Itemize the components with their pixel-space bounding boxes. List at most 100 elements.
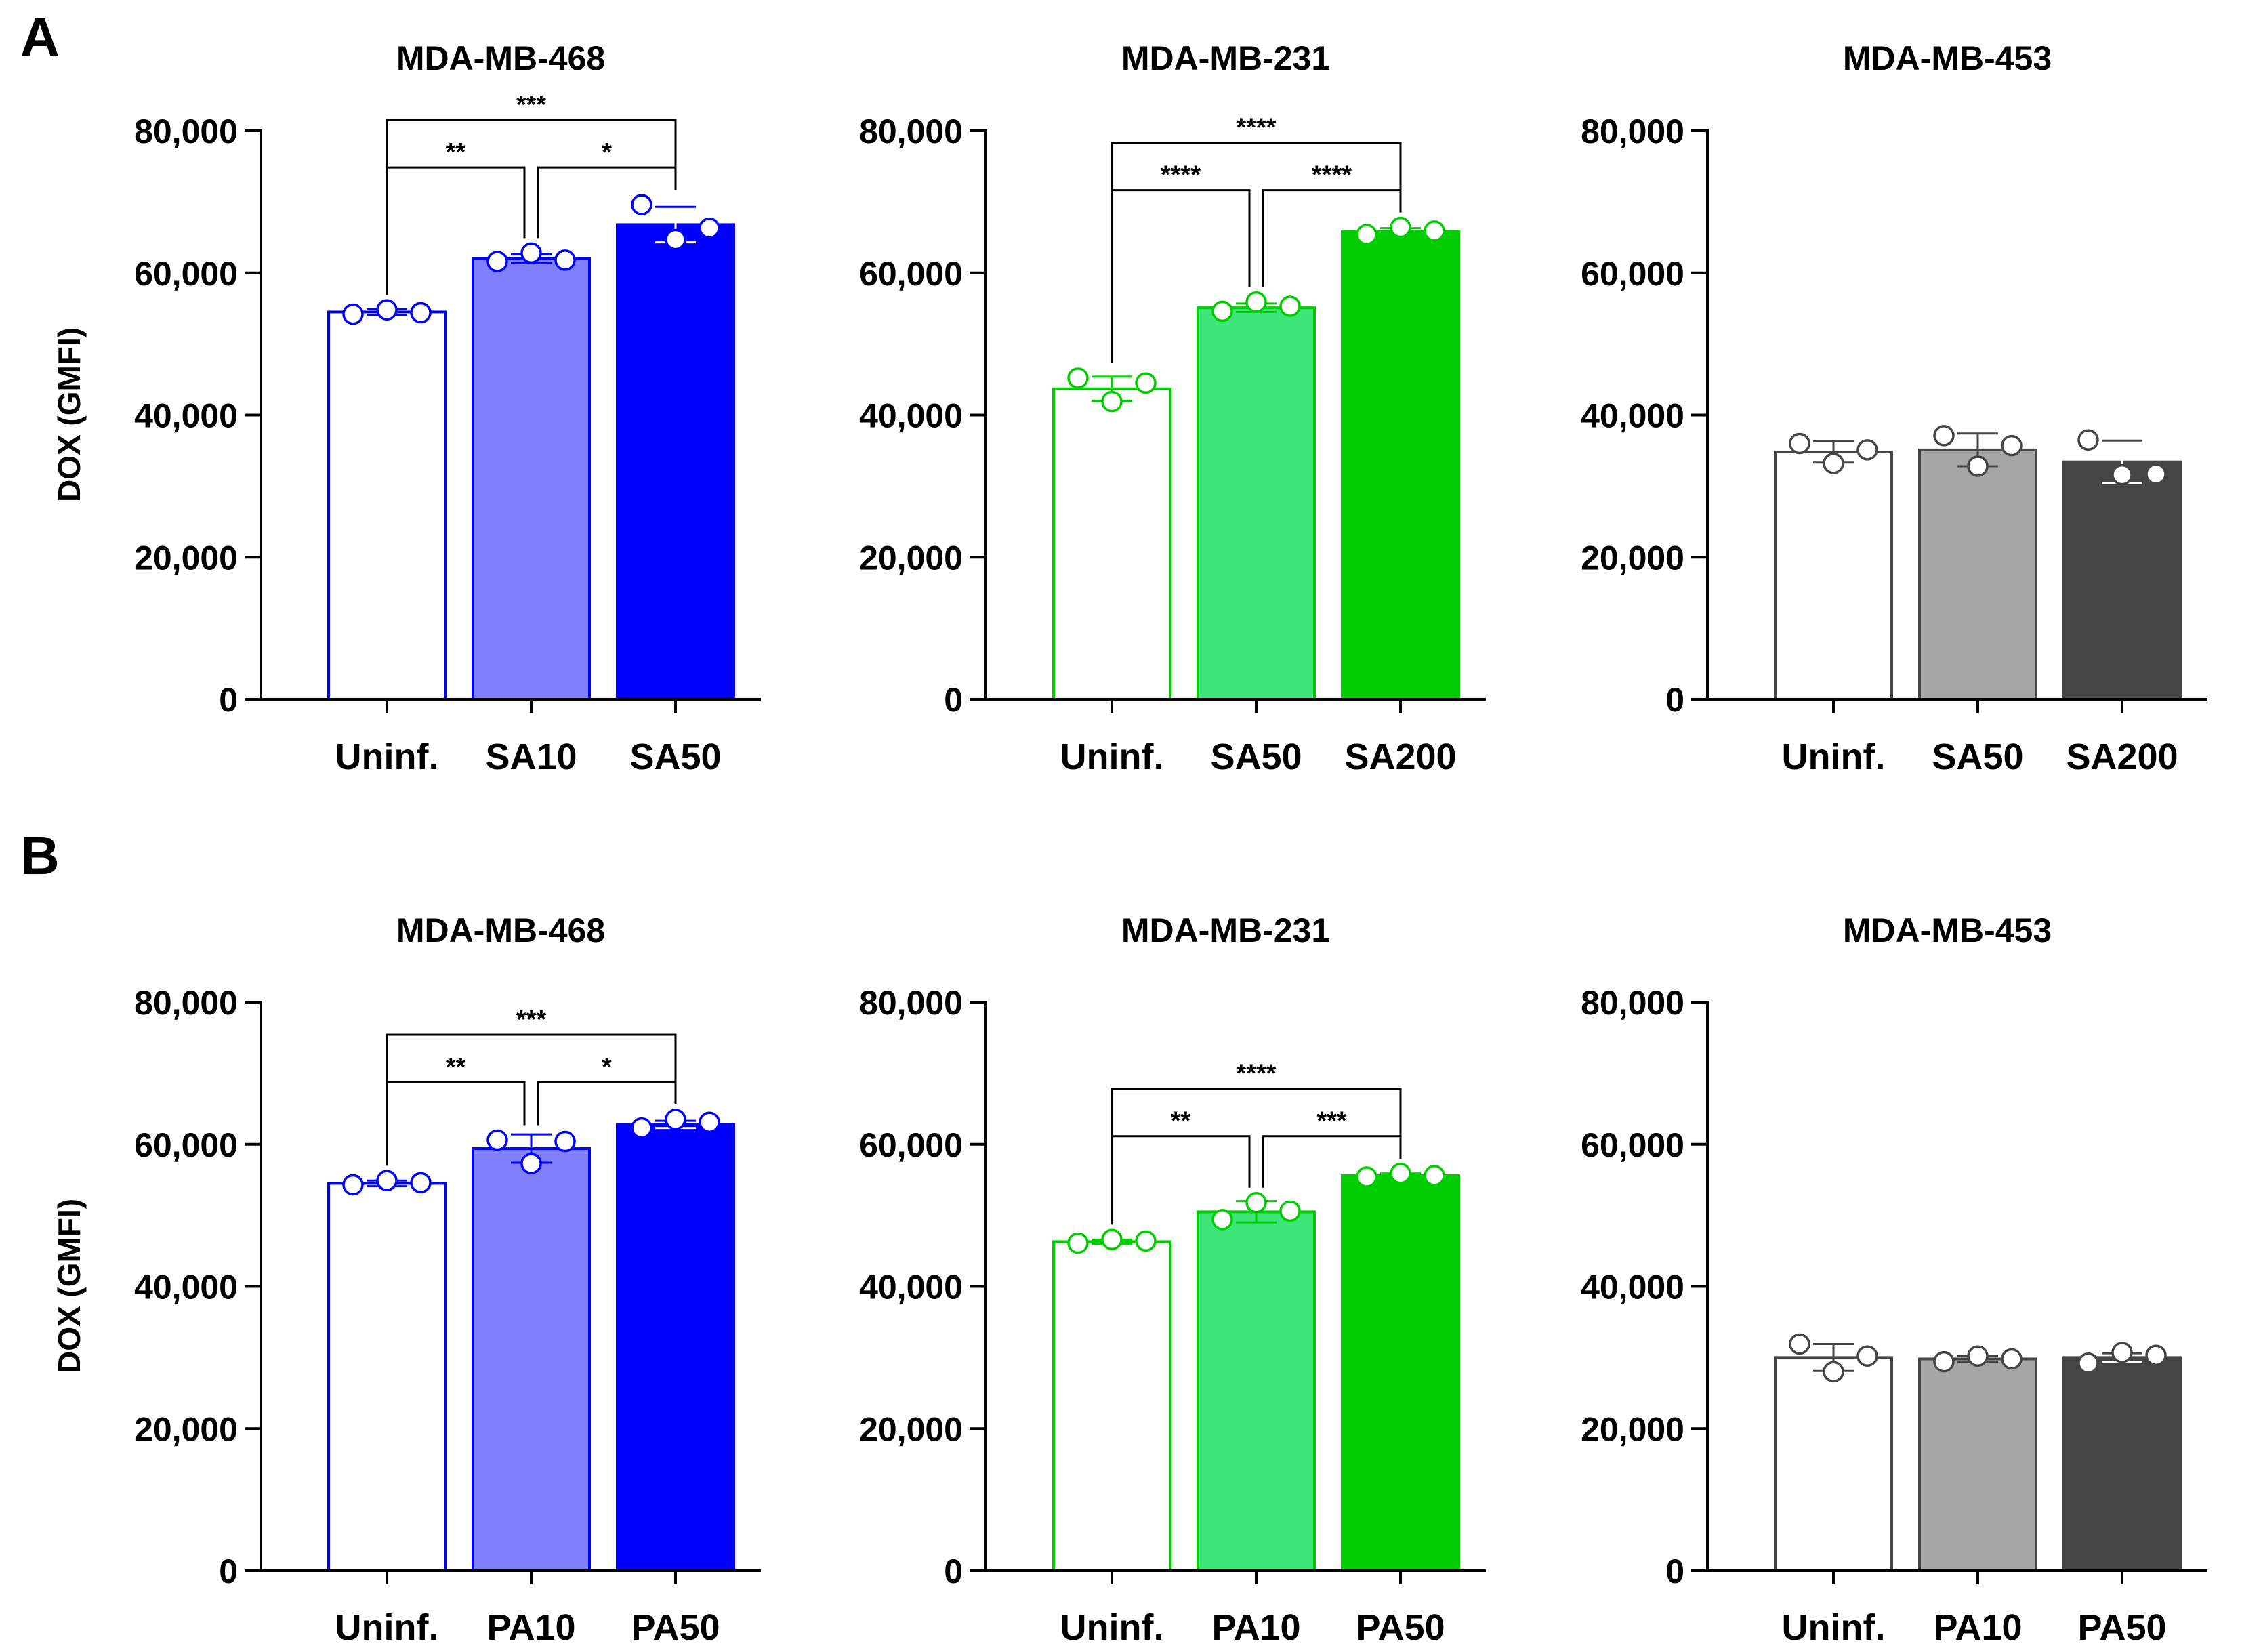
panel-letter-b: B — [20, 825, 60, 886]
data-point — [1356, 224, 1377, 245]
y-tick-label: 60,000 — [134, 255, 238, 293]
data-point — [665, 228, 686, 251]
y-tick-label: 40,000 — [134, 1268, 238, 1306]
data-point — [486, 251, 508, 272]
y-tick-label: 40,000 — [859, 1268, 963, 1306]
panel-letter-a: A — [20, 7, 60, 67]
bar — [616, 223, 735, 701]
data-point — [1245, 291, 1267, 313]
significance-label: *** — [516, 1006, 547, 1034]
significance-label: *** — [516, 91, 547, 119]
data-point — [342, 1174, 364, 1196]
y-tick-label: 40,000 — [1581, 397, 1684, 435]
data-point — [520, 1153, 542, 1174]
y-tick-label: 20,000 — [1581, 1410, 1684, 1448]
chart-b-3: MDA-MB-453 0 20,000 40,000 60,000 80,000 Uninf… — [1581, 911, 2207, 1648]
x-tick-label: PA50 — [2077, 1607, 2166, 1648]
data-point — [554, 249, 576, 271]
data-point — [2145, 463, 2167, 485]
x-tick-label: PA10 — [1933, 1607, 2022, 1648]
x-tick-label: PA50 — [1356, 1607, 1445, 1648]
x-tick-label: PA50 — [631, 1607, 720, 1648]
data-point — [520, 242, 542, 264]
significance-label: *** — [1316, 1107, 1347, 1136]
bar — [1341, 1174, 1460, 1572]
significance-bracket — [1111, 1088, 1402, 1225]
data-point — [1967, 1345, 1989, 1367]
bar — [1774, 1356, 1893, 1572]
chart-b-1: MDA-MB-468 DOX (GMFI) 0 20,000 40,000 60,000 8… — [51, 911, 761, 1648]
x-tick-label: SA10 — [485, 737, 577, 777]
chart-a-1: MDA-MB-468 DOX (GMFI) 0 20,000 40,000 60,000 8… — [51, 39, 761, 777]
data-point — [1424, 1165, 1445, 1186]
bar — [2062, 1356, 2182, 1572]
data-point — [1101, 1228, 1123, 1251]
y-axis-label: DOX (GMFI) — [51, 327, 87, 502]
bar — [327, 1182, 447, 1572]
data-point — [699, 1111, 720, 1133]
y-tick-label: 0 — [944, 681, 963, 719]
chart-title: MDA-MB-453 — [1843, 39, 2052, 77]
y-tick-label: 0 — [219, 1552, 238, 1590]
x-tick-label: SA200 — [2066, 737, 2178, 777]
significance-label: ** — [446, 138, 466, 167]
data-point — [1211, 300, 1233, 323]
bar — [1052, 1240, 1171, 1572]
y-tick-label: 20,000 — [859, 539, 963, 577]
y-tick-label: 60,000 — [1581, 255, 1684, 293]
x-tick-label: SA50 — [1210, 737, 1302, 777]
data-point — [631, 194, 652, 215]
y-tick-label: 80,000 — [859, 984, 963, 1022]
x-tick-label: Uninf. — [335, 1607, 439, 1648]
significance-bracket — [386, 1033, 677, 1166]
significance-label: **** — [1236, 1060, 1276, 1088]
x-tick-label: PA10 — [486, 1607, 575, 1648]
x-tick-label: Uninf. — [1782, 737, 1886, 777]
x-tick-label: Uninf. — [1782, 1607, 1886, 1648]
y-tick-label: 20,000 — [134, 1410, 238, 1448]
significance-label: ** — [1171, 1107, 1191, 1136]
significance-label: * — [602, 138, 612, 167]
bar — [472, 257, 591, 701]
y-tick-label: 80,000 — [1581, 112, 1684, 150]
data-point — [486, 1129, 508, 1151]
data-point — [2001, 434, 2023, 457]
x-tick-label: SA50 — [1932, 737, 2023, 777]
y-tick-label: 80,000 — [134, 984, 238, 1022]
data-point — [1789, 432, 1810, 455]
bar — [1918, 1357, 2037, 1573]
data-point — [410, 1172, 432, 1194]
data-point — [1856, 439, 1878, 461]
data-point — [1933, 1350, 1955, 1373]
data-point — [2111, 1342, 2133, 1363]
data-point — [410, 302, 432, 324]
data-point — [1067, 367, 1089, 389]
bar — [327, 310, 447, 701]
significance-label: **** — [1312, 161, 1352, 190]
y-tick-label: 0 — [1665, 1552, 1684, 1590]
significance-bracket — [386, 119, 677, 295]
y-tick-label: 80,000 — [859, 112, 963, 150]
x-tick-label: SA50 — [629, 737, 721, 777]
chart-a-3: MDA-MB-453 0 20,000 40,000 60,000 80,000 Uninf… — [1581, 39, 2207, 777]
y-tick-label: 20,000 — [859, 1410, 963, 1448]
y-tick-label: 60,000 — [859, 1126, 963, 1164]
data-point — [2077, 1352, 2099, 1374]
data-point — [1279, 295, 1301, 317]
significance-label: **** — [1161, 161, 1201, 190]
data-point — [665, 1109, 686, 1130]
data-point — [1967, 455, 1989, 477]
x-tick-label: Uninf. — [1060, 737, 1164, 777]
data-point — [1390, 216, 1411, 239]
data-point — [1823, 1361, 1844, 1383]
chart-title: MDA-MB-468 — [396, 39, 605, 77]
x-tick-label: SA200 — [1344, 737, 1456, 777]
bar — [472, 1147, 591, 1572]
chart-title: MDA-MB-453 — [1843, 911, 2052, 949]
bar — [1918, 448, 2037, 701]
y-tick-label: 60,000 — [1581, 1126, 1684, 1164]
y-tick-label: 40,000 — [859, 397, 963, 435]
y-tick-label: 20,000 — [1581, 539, 1684, 577]
data-point — [1424, 220, 1445, 242]
data-point — [1211, 1209, 1233, 1231]
